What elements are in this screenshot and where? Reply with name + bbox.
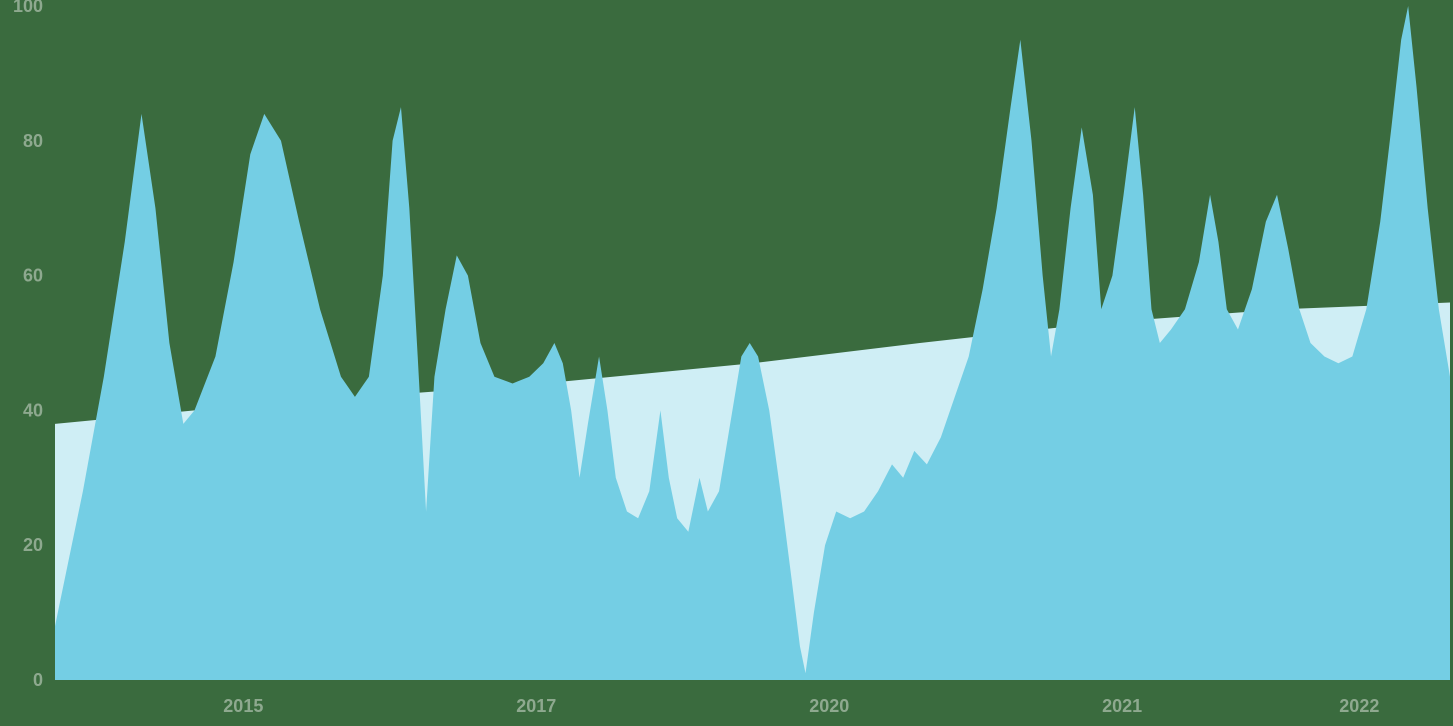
x-tick-label: 2017	[516, 696, 556, 716]
y-tick-label: 100	[13, 0, 43, 16]
chart-canvas: 0 20 40 60 80 100 2015 2017 2020 2021 2022	[0, 0, 1453, 726]
y-tick-label: 20	[23, 535, 43, 555]
timeseries-area-chart: 0 20 40 60 80 100 2015 2017 2020 2021 2022	[0, 0, 1453, 726]
y-tick-label: 0	[33, 670, 43, 690]
x-tick-label: 2020	[809, 696, 849, 716]
x-tick-label: 2015	[223, 696, 263, 716]
y-tick-label: 60	[23, 266, 43, 286]
x-tick-label: 2022	[1339, 696, 1379, 716]
y-tick-label: 40	[23, 400, 43, 420]
x-tick-label: 2021	[1102, 696, 1142, 716]
y-tick-label: 80	[23, 131, 43, 151]
